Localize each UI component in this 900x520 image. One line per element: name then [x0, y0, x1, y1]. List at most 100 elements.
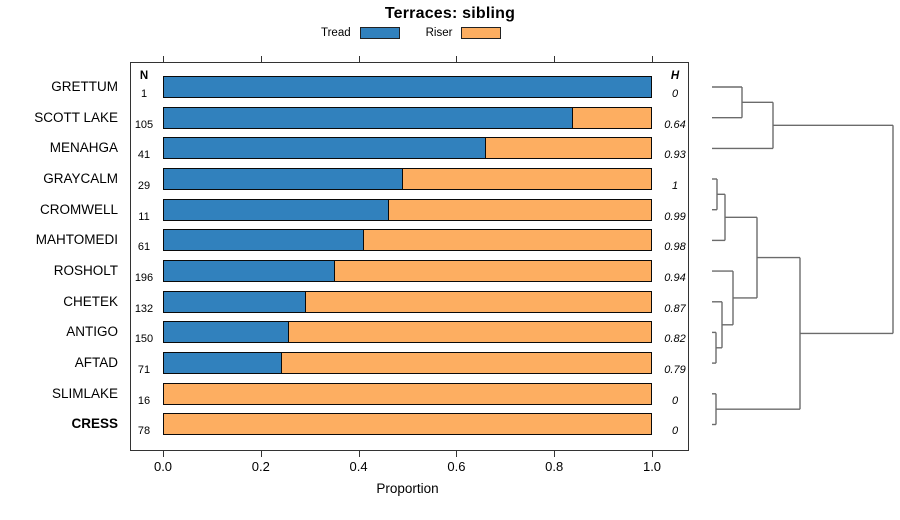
riser-bar-segment	[164, 383, 651, 404]
n-value: 78	[137, 425, 151, 438]
category-label: CRESS	[71, 416, 118, 432]
tread-bar-segment	[164, 199, 389, 220]
stacked-bar	[163, 382, 652, 405]
category-label: CROMWELL	[39, 201, 118, 217]
top-axis-tick	[554, 56, 556, 62]
stacked-bar	[163, 413, 652, 436]
bottom-axis-tick	[163, 451, 164, 457]
riser-bar-segment	[281, 353, 651, 374]
stacked-bar	[163, 76, 652, 98]
category-label: CHETEK	[63, 293, 118, 309]
h-value: 0.94	[664, 272, 686, 285]
riser-bar-segment	[305, 291, 651, 312]
h-value: 0	[671, 425, 679, 438]
h-value: 0.79	[664, 364, 686, 377]
tread-bar-segment	[164, 107, 574, 128]
n-value: 196	[134, 272, 154, 285]
n-value: 29	[137, 180, 151, 193]
h-value: 0	[671, 394, 679, 407]
n-value: 105	[134, 118, 154, 131]
category-label: AFTAD	[74, 355, 118, 371]
legend-item-tread: Tread	[321, 27, 400, 39]
h-value: 0.93	[664, 149, 686, 162]
h-value: 0.87	[664, 302, 686, 315]
tread-bar-segment	[164, 230, 365, 251]
n-value: 1	[140, 88, 148, 100]
stacked-bar	[163, 137, 652, 160]
h-column-header: H	[670, 70, 680, 82]
stacked-bar	[163, 260, 652, 283]
tread-bar-segment	[164, 261, 336, 282]
stacked-bar	[163, 106, 652, 129]
legend-label-riser: Riser	[425, 27, 453, 39]
n-value: 132	[134, 302, 154, 315]
riser-bar-segment	[288, 322, 651, 343]
tread-bar-segment	[164, 77, 651, 97]
x-axis-label: Proportion	[376, 481, 439, 496]
stacked-bar	[163, 321, 652, 344]
stacked-bar	[163, 229, 652, 252]
n-value: 61	[137, 241, 151, 254]
category-label: SCOTT LAKE	[34, 109, 118, 125]
h-value: 1	[671, 180, 679, 193]
legend-item-riser: Riser	[426, 27, 502, 39]
top-axis-tick	[260, 56, 262, 62]
h-value: 0	[671, 88, 679, 100]
tread-bar-segment	[164, 138, 486, 159]
bottom-axis-tick	[554, 451, 556, 457]
legend: Tread Riser	[321, 27, 502, 39]
category-label: GRETTUM	[51, 79, 118, 94]
stacked-bar	[163, 168, 652, 191]
riser-bar-segment	[485, 138, 651, 159]
category-label: SLIMLAKE	[51, 385, 118, 401]
n-value: 71	[137, 364, 151, 377]
riser-color-swatch	[461, 27, 502, 39]
riser-bar-segment	[573, 107, 651, 128]
category-label: GRAYCALM	[43, 171, 118, 187]
n-value: 16	[137, 394, 151, 407]
legend-label-tread: Tread	[321, 27, 351, 39]
axis-tick-label: 0.8	[545, 459, 564, 474]
h-value: 0.99	[664, 210, 686, 223]
stacked-bar	[163, 290, 652, 313]
category-label: ROSHOLT	[53, 263, 118, 279]
tread-bar-segment	[164, 169, 404, 190]
tread-color-swatch	[359, 27, 400, 39]
top-axis-tick	[358, 56, 360, 62]
axis-tick-label: 0.2	[251, 459, 270, 474]
axis-tick-label: 0.4	[349, 459, 368, 474]
riser-bar-segment	[164, 414, 651, 435]
riser-bar-segment	[403, 169, 651, 190]
category-label: MAHTOMEDI	[35, 232, 118, 248]
stacked-bar	[163, 352, 652, 375]
bottom-axis-tick	[652, 451, 653, 457]
h-value: 0.98	[664, 241, 686, 254]
tread-bar-segment	[164, 353, 282, 374]
n-column-header: N	[139, 70, 149, 82]
category-label: ANTIGO	[66, 324, 118, 340]
stacked-bar	[163, 198, 652, 221]
axis-tick-label: 1.0	[642, 459, 662, 474]
n-value: 41	[137, 149, 151, 162]
category-label: MENAHGA	[49, 140, 118, 156]
riser-bar-segment	[364, 230, 651, 251]
bottom-axis-tick	[260, 451, 262, 457]
top-axis-tick	[456, 56, 458, 62]
chart-title: Terraces: sibling	[384, 5, 516, 22]
axis-tick-label: 0.6	[447, 459, 466, 474]
riser-bar-segment	[388, 199, 651, 220]
bottom-axis-tick	[456, 451, 458, 457]
bottom-axis-tick	[358, 451, 360, 457]
top-axis-tick	[163, 56, 164, 62]
n-value: 11	[138, 210, 150, 223]
tread-bar-segment	[164, 322, 289, 343]
top-axis-tick	[652, 56, 653, 62]
h-value: 0.64	[664, 118, 686, 131]
h-value: 0.82	[664, 333, 686, 346]
tread-bar-segment	[164, 291, 306, 312]
axis-tick-label: 0.0	[153, 459, 173, 474]
n-value: 150	[134, 333, 154, 346]
riser-bar-segment	[335, 261, 651, 282]
